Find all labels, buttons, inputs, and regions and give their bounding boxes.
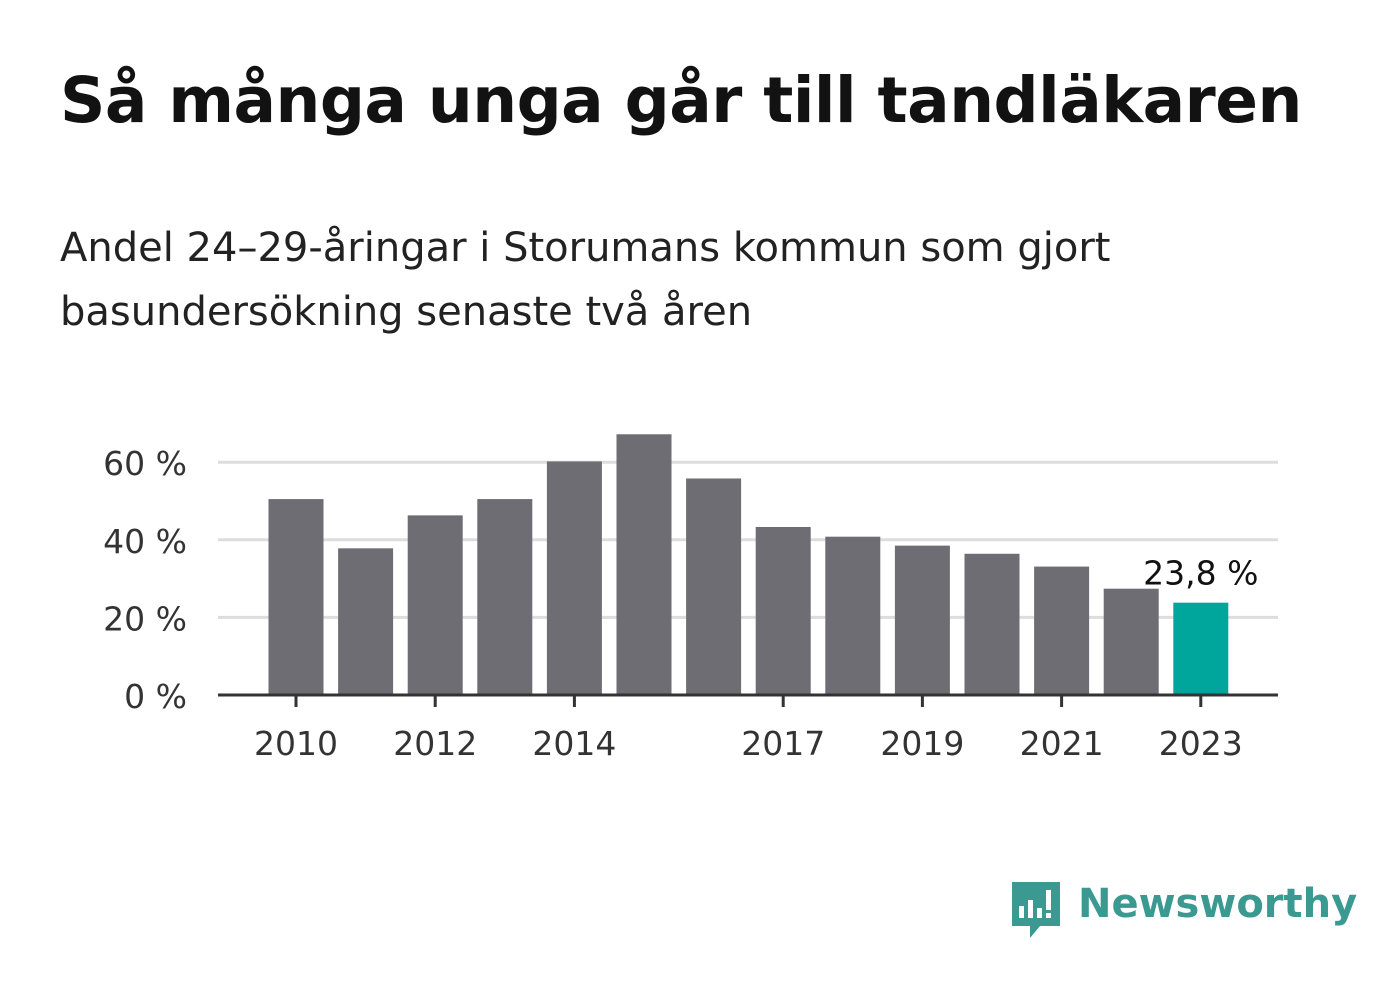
bar-highlight xyxy=(1173,602,1229,695)
y-tick-label: 20 % xyxy=(103,599,187,638)
x-tick-label: 2017 xyxy=(741,724,825,763)
bar xyxy=(1034,566,1090,695)
x-tick-label: 2021 xyxy=(1020,724,1104,763)
bar xyxy=(268,499,324,695)
x-tick-label: 2012 xyxy=(393,724,477,763)
x-tick-label: 2010 xyxy=(254,724,338,763)
bar xyxy=(616,434,672,695)
value-annotation: 23,8 % xyxy=(1143,554,1258,593)
y-tick-label: 0 % xyxy=(124,677,187,716)
y-tick-label: 60 % xyxy=(103,444,187,483)
newsworthy-logo-icon xyxy=(1012,882,1060,938)
bar xyxy=(755,526,811,695)
bar xyxy=(825,536,881,695)
newsworthy-logo[interactable]: Newsworthy xyxy=(1010,878,1357,942)
x-tick-label: 2023 xyxy=(1159,724,1243,763)
bar-chart: 0 % 20 % 40 % 60 % 23,8 % 2010 2012 2014 2017 201… xyxy=(103,434,1278,763)
bar xyxy=(964,553,1020,695)
chart-title: Så många unga går till tandläkaren xyxy=(60,64,1302,137)
bar xyxy=(338,548,394,695)
brand-name: Newsworthy xyxy=(1078,881,1358,927)
bar xyxy=(686,478,742,695)
y-tick-label: 40 % xyxy=(103,522,187,561)
chart-subtitle: Andel 24–29-åringar i Storumans kommun s… xyxy=(60,225,1111,335)
x-tick-label: 2019 xyxy=(880,724,964,763)
bar xyxy=(407,515,463,695)
bar xyxy=(1103,588,1159,695)
bar xyxy=(477,499,533,695)
bar xyxy=(546,461,602,695)
x-tick-label: 2014 xyxy=(532,724,616,763)
bar xyxy=(894,545,950,695)
